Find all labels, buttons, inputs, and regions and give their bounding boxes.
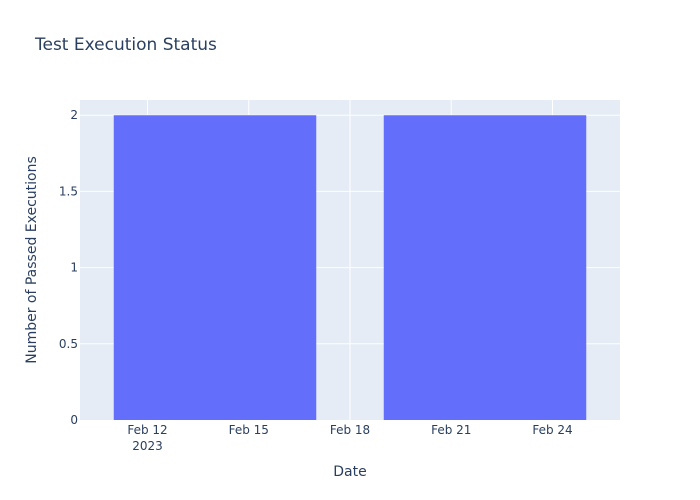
x-tick-label-1: Feb 15 [229, 423, 269, 437]
x-tick-label-3: Feb 21 [431, 423, 471, 437]
y-tick-label-3: 1.5 [59, 184, 78, 198]
bar-1 [113, 115, 317, 420]
x-tick-label-4: Feb 24 [532, 423, 572, 437]
x-tick-sublabel-0: 2023 [132, 439, 163, 453]
bars [113, 115, 587, 420]
y-axis-ticks: 0 0.5 1 1.5 2 [59, 108, 78, 427]
y-tick-label-1: 0.5 [59, 337, 78, 351]
x-axis-ticks: Feb 12 2023 Feb 15 Feb 18 Feb 21 Feb 24 [127, 423, 572, 453]
bar-2 [383, 115, 587, 420]
x-axis-title: Date [333, 464, 366, 480]
x-tick-label-2: Feb 18 [330, 423, 370, 437]
chart-title: Test Execution Status [34, 35, 217, 55]
y-tick-label-0: 0 [70, 413, 78, 427]
x-tick-label-0: Feb 12 [127, 423, 167, 437]
y-tick-label-4: 2 [70, 108, 78, 122]
y-tick-label-2: 1 [70, 261, 78, 275]
y-axis-title: Number of Passed Executions [24, 156, 40, 364]
